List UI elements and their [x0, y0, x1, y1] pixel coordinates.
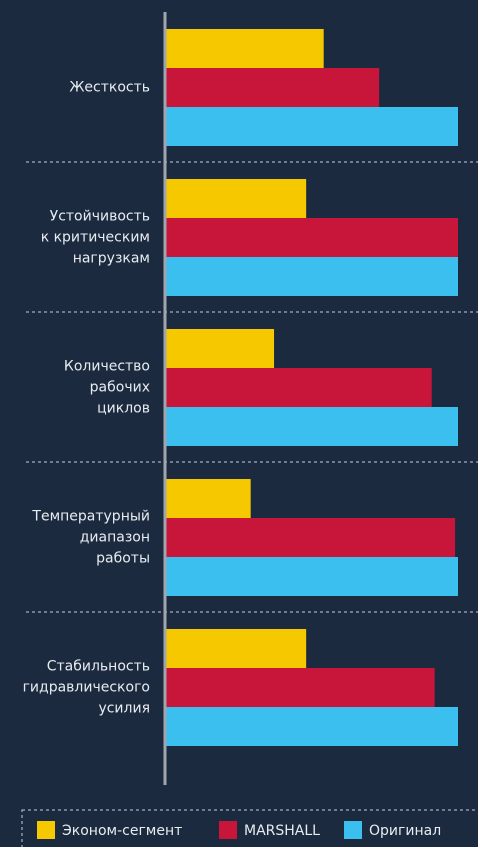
legend-label: Оригинал [369, 823, 441, 839]
bar [166, 368, 432, 407]
category-label: Стабильность гидравлического усилия [23, 659, 150, 717]
bar [166, 218, 458, 257]
bar [166, 479, 251, 518]
category-label: Количество рабочих циклов [64, 359, 150, 417]
legend-label: MARSHALL [244, 823, 320, 839]
category-label: Устойчивость к критическим нагрузкам [41, 209, 150, 267]
bar [166, 407, 458, 446]
bar [166, 707, 458, 746]
bar [166, 29, 324, 68]
bar [166, 557, 458, 596]
bar [166, 518, 456, 557]
legend-swatch [344, 821, 362, 839]
legend-swatch [37, 821, 55, 839]
category-label: Жесткость [69, 80, 150, 96]
bar [166, 68, 380, 107]
legend-label: Эконом-сегмент [62, 823, 182, 839]
bar [166, 107, 458, 146]
bar [166, 629, 307, 668]
bar [166, 668, 435, 707]
bar [166, 257, 458, 296]
category-label: Температурный диапазон работы [31, 509, 150, 567]
bar [166, 329, 275, 368]
legend-swatch [219, 821, 237, 839]
bar [166, 179, 307, 218]
legend-box [21, 809, 478, 847]
